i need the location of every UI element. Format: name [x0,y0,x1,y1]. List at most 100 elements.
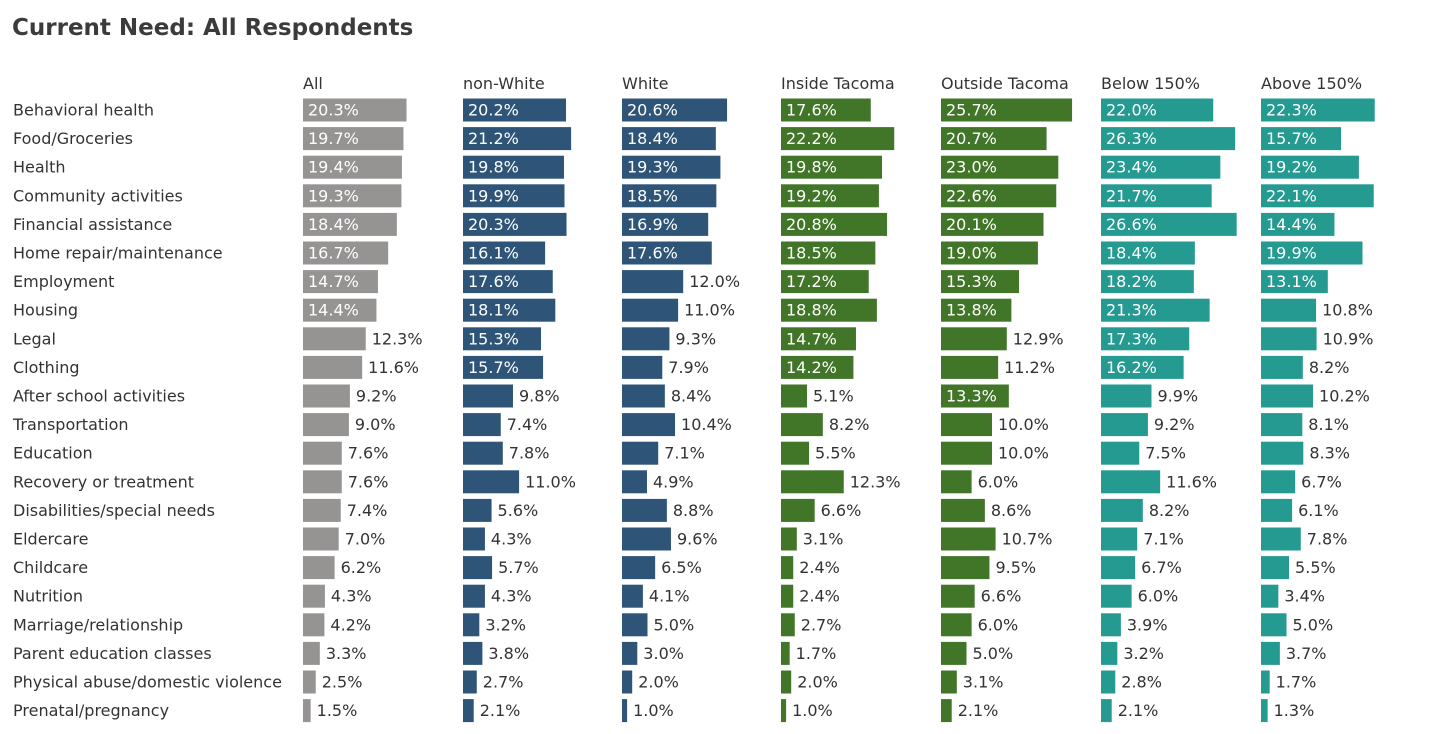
bar-below-150-health [1101,155,1221,179]
bar-white-community-activities [622,184,717,208]
category-label: Recovery or treatment [13,472,194,491]
data-label: 2.7% [483,673,524,692]
data-label: 4.2% [330,615,371,634]
bar-below-150-financial-assistance [1101,212,1237,236]
category-label: Disabilities/special needs [13,501,215,520]
bar-outside-tacoma-behavioral-health [941,98,1073,122]
data-label: 7.9% [668,358,709,377]
data-label: 1.5% [317,701,358,720]
data-label: 19.9% [468,186,519,205]
bar-inside-tacoma-employment [781,270,869,294]
data-label: 12.9% [1013,329,1064,348]
data-label: 8.2% [829,415,870,434]
bar-non-white-parent-education-classes [463,641,483,665]
data-label: 14.4% [308,301,359,320]
bar-white-recovery-or-treatment [622,470,647,494]
bar-outside-tacoma-eldercare [941,527,996,551]
data-label: 2.0% [797,673,838,692]
bar-outside-tacoma-transportation [941,413,992,437]
bar-inside-tacoma-housing [781,298,877,322]
category-label: Transportation [12,415,129,434]
bar-inside-tacoma-clothing [781,355,854,379]
column-header-outside-tacoma: Outside Tacoma [941,74,1069,93]
data-label: 11.2% [1004,358,1055,377]
data-label: 26.3% [1106,129,1157,148]
bar-white-disabilities-special-needs [622,498,667,522]
data-label: 18.2% [1106,272,1157,291]
data-label: 23.4% [1106,158,1157,177]
bar-above-150-parent-education-classes [1261,641,1280,665]
data-label: 5.5% [1295,558,1336,577]
bar-inside-tacoma-childcare [781,556,794,580]
data-label: 22.0% [1106,101,1157,120]
bar-inside-tacoma-physical-abuse-domestic-violence [781,670,792,694]
bar-inside-tacoma-eldercare [781,527,797,551]
data-label: 6.7% [1141,558,1182,577]
column-header-below-150: Below 150% [1101,74,1200,93]
data-label: 25.7% [946,101,997,120]
data-label: 7.8% [1307,530,1348,549]
bar-inside-tacoma-food-groceries [781,127,895,151]
data-label: 9.9% [1157,387,1198,406]
data-label: 15.7% [1266,129,1317,148]
bar-above-150-after-school-activities [1261,384,1314,408]
bar-above-150-financial-assistance [1261,212,1335,236]
data-label: 12.3% [372,329,423,348]
data-label: 3.0% [643,644,684,663]
data-label: 17.6% [786,101,837,120]
bar-non-white-physical-abuse-domestic-violence [463,670,477,694]
column-header-all: All [303,74,323,93]
bar-all-childcare [303,556,335,580]
bar-outside-tacoma-parent-education-classes [941,641,967,665]
category-label: Community activities [13,186,183,205]
bar-above-150-transportation [1261,413,1303,437]
bar-white-after-school-activities [622,384,665,408]
data-label: 6.6% [981,587,1022,606]
bar-all-education [303,441,342,465]
data-label: 16.9% [627,215,678,234]
data-label: 19.3% [308,186,359,205]
data-label: 20.1% [946,215,997,234]
bar-outside-tacoma-physical-abuse-domestic-violence [941,670,957,694]
bar-inside-tacoma-marriage-relationship [781,613,795,637]
data-label: 18.5% [786,244,837,263]
data-label: 20.2% [468,101,519,120]
bar-white-marriage-relationship [622,613,648,637]
bar-inside-tacoma-financial-assistance [781,212,888,236]
data-label: 4.3% [331,587,372,606]
data-label: 4.3% [491,587,532,606]
data-label: 6.6% [821,501,862,520]
bar-non-white-home-repair-maintenance [463,241,546,265]
data-label: 17.2% [786,272,837,291]
bar-inside-tacoma-after-school-activities [781,384,808,408]
bar-below-150-legal [1101,327,1190,351]
data-label: 8.8% [673,501,714,520]
bar-outside-tacoma-financial-assistance [941,212,1044,236]
data-label: 17.6% [627,244,678,263]
data-label: 7.0% [345,530,386,549]
data-label: 19.4% [308,158,359,177]
data-label: 2.1% [1118,701,1159,720]
data-label: 7.1% [664,444,705,463]
data-label: 13.1% [1266,272,1317,291]
data-label: 1.0% [633,701,674,720]
bar-white-financial-assistance [622,212,709,236]
bar-below-150-physical-abuse-domestic-violence [1101,670,1116,694]
bars: 20.3% 19.7% 19.4% 19.3% 18.4% 16.7% 14.7% 14.4%… [303,98,1375,723]
bar-white-health [622,155,721,179]
bar-below-150-prenatal-pregnancy [1101,699,1112,723]
bar-above-150-food-groceries [1261,127,1342,151]
data-label: 11.6% [368,358,419,377]
data-label: 14.2% [786,358,837,377]
data-label: 10.9% [1323,329,1374,348]
bar-above-150-community-activities [1261,184,1374,208]
bar-outside-tacoma-community-activities [941,184,1057,208]
bar-above-150-physical-abuse-domestic-violence [1261,670,1270,694]
bar-below-150-home-repair-maintenance [1101,241,1195,265]
data-label: 9.2% [356,387,397,406]
data-label: 18.4% [308,215,359,234]
data-label: 8.2% [1149,501,1190,520]
bar-below-150-transportation [1101,413,1148,437]
column-headers: All non-White White Inside Tacoma Outside Ta… [303,74,1362,93]
bar-white-home-repair-maintenance [622,241,712,265]
